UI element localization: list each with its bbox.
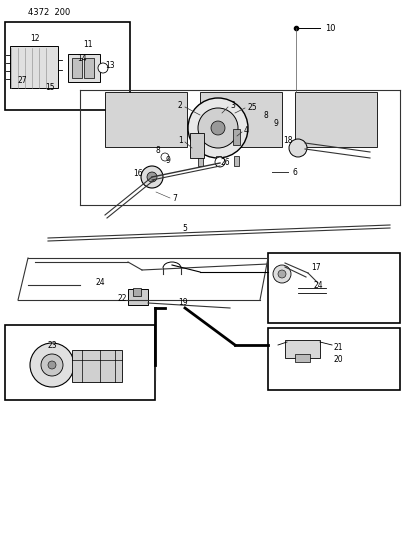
Text: 4: 4 bbox=[243, 125, 248, 134]
Bar bbox=[267, 328, 399, 390]
Text: 9: 9 bbox=[273, 118, 278, 127]
Text: 4372  200: 4372 200 bbox=[28, 7, 70, 17]
Text: 21: 21 bbox=[333, 343, 342, 352]
Bar bbox=[234, 156, 238, 166]
Text: 25: 25 bbox=[247, 102, 256, 111]
Text: 16: 16 bbox=[133, 168, 142, 177]
Bar bbox=[5, 325, 155, 400]
Text: 3: 3 bbox=[230, 101, 235, 109]
Text: 26: 26 bbox=[220, 157, 229, 166]
Bar bbox=[198, 156, 202, 166]
Text: 2: 2 bbox=[177, 101, 182, 109]
Text: 6: 6 bbox=[292, 167, 297, 176]
Text: 19: 19 bbox=[178, 297, 187, 306]
Bar bbox=[294, 92, 376, 147]
Circle shape bbox=[30, 343, 74, 387]
Bar bbox=[216, 156, 220, 166]
Text: 11: 11 bbox=[83, 39, 92, 49]
Bar bbox=[294, 354, 309, 362]
Bar bbox=[200, 92, 281, 147]
Text: 8: 8 bbox=[155, 146, 160, 155]
Bar bbox=[267, 253, 399, 323]
Bar bbox=[128, 289, 148, 305]
Text: 12: 12 bbox=[30, 34, 40, 43]
Circle shape bbox=[288, 139, 306, 157]
Bar bbox=[72, 58, 82, 78]
Text: 18: 18 bbox=[283, 135, 292, 144]
Circle shape bbox=[277, 270, 285, 278]
Text: 24: 24 bbox=[95, 278, 105, 287]
Text: 10: 10 bbox=[324, 23, 335, 33]
Bar bbox=[232, 129, 239, 145]
Text: 13: 13 bbox=[105, 61, 115, 69]
Bar bbox=[10, 46, 58, 88]
Bar bbox=[133, 288, 141, 296]
Circle shape bbox=[98, 63, 108, 73]
Circle shape bbox=[188, 98, 247, 158]
Text: 20: 20 bbox=[333, 356, 342, 365]
Bar bbox=[189, 133, 204, 158]
Text: 7: 7 bbox=[172, 193, 177, 203]
Circle shape bbox=[272, 265, 290, 283]
Text: 27: 27 bbox=[17, 76, 27, 85]
Circle shape bbox=[141, 166, 163, 188]
Text: 5: 5 bbox=[182, 223, 187, 232]
Text: 24: 24 bbox=[312, 280, 322, 289]
Text: 14: 14 bbox=[77, 53, 87, 62]
Circle shape bbox=[41, 354, 63, 376]
Text: 8: 8 bbox=[263, 110, 268, 119]
Bar bbox=[68, 54, 100, 82]
Text: 17: 17 bbox=[310, 262, 320, 271]
Circle shape bbox=[48, 361, 56, 369]
Bar bbox=[5, 22, 130, 110]
Text: 23: 23 bbox=[47, 341, 57, 350]
Text: 15: 15 bbox=[45, 83, 55, 92]
Circle shape bbox=[211, 121, 225, 135]
Bar bbox=[84, 58, 94, 78]
Bar bbox=[284, 340, 319, 358]
Circle shape bbox=[198, 108, 237, 148]
Text: 1: 1 bbox=[178, 135, 183, 144]
Circle shape bbox=[214, 157, 225, 167]
Text: 22: 22 bbox=[117, 294, 126, 303]
Text: 9: 9 bbox=[165, 156, 170, 165]
Bar bbox=[105, 92, 187, 147]
Bar bbox=[72, 350, 122, 382]
Circle shape bbox=[147, 172, 157, 182]
